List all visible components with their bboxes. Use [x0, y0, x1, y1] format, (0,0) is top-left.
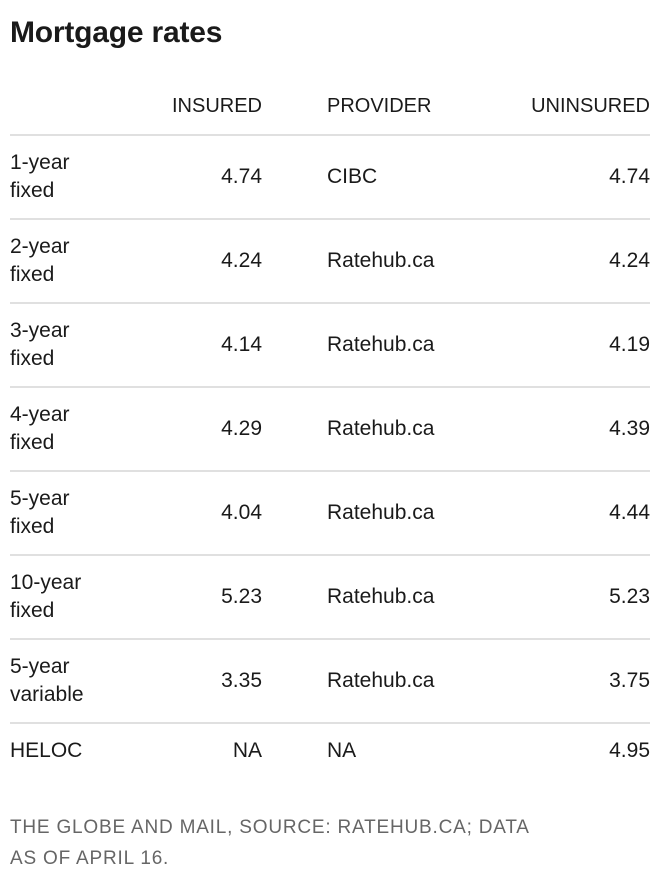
- term-line: fixed: [10, 599, 55, 622]
- table-row: HELOC NA NA 4.95: [10, 724, 650, 778]
- term-line: 3-year: [10, 319, 70, 342]
- insured-column-header: INSURED: [171, 95, 262, 117]
- provider-column-header: PROVIDER: [327, 95, 432, 117]
- uninsured-column-header: UNINSURED: [531, 95, 650, 117]
- term-line: fixed: [10, 515, 55, 538]
- term-line: fixed: [10, 347, 55, 370]
- provider-name: NA: [327, 739, 357, 762]
- insured-rate: 4.74: [221, 165, 262, 188]
- term-line: 4-year: [10, 403, 70, 426]
- term-cell: 1-year fixed: [10, 149, 125, 205]
- term-line: fixed: [10, 263, 55, 286]
- insured-rate: 4.29: [221, 417, 262, 440]
- source-credit-line: AS OF APRIL 16.: [10, 848, 170, 869]
- uninsured-rate: 4.74: [609, 165, 650, 188]
- term-line: 2-year: [10, 235, 70, 258]
- term-line: fixed: [10, 431, 55, 454]
- provider-name: Ratehub.ca: [327, 585, 435, 608]
- term-cell: HELOC: [10, 737, 125, 765]
- term-cell: 3-year fixed: [10, 317, 125, 373]
- table-body: 1-year fixed 4.74 CIBC 4.74 2-year fixed…: [10, 136, 650, 778]
- mortgage-rates-table: Mortgage rates INSURED PROVIDER UNINSURE…: [10, 16, 650, 874]
- insured-rate: 4.24: [221, 249, 262, 272]
- provider-name: Ratehub.ca: [327, 333, 435, 356]
- term-line: 5-year: [10, 655, 70, 678]
- term-line: HELOC: [10, 739, 83, 762]
- insured-rate: 5.23: [221, 585, 262, 608]
- table-row: 4-year fixed 4.29 Ratehub.ca 4.39: [10, 388, 650, 472]
- page-title: Mortgage rates: [10, 16, 223, 49]
- table-row: 3-year fixed 4.14 Ratehub.ca 4.19: [10, 304, 650, 388]
- table-row: 1-year fixed 4.74 CIBC 4.74: [10, 136, 650, 220]
- term-line: 10-year: [10, 571, 82, 594]
- term-cell: 2-year fixed: [10, 233, 125, 289]
- provider-name: Ratehub.ca: [327, 417, 435, 440]
- provider-name: Ratehub.ca: [327, 669, 435, 692]
- term-line: fixed: [10, 179, 55, 202]
- table-row: 5-year variable 3.35 Ratehub.ca 3.75: [10, 640, 650, 724]
- insured-rate: NA: [232, 739, 262, 762]
- term-column-header: [10, 94, 125, 118]
- provider-name: Ratehub.ca: [327, 249, 435, 272]
- table-row: 10-year fixed 5.23 Ratehub.ca 5.23: [10, 556, 650, 640]
- provider-name: Ratehub.ca: [327, 501, 435, 524]
- term-cell: 10-year fixed: [10, 569, 125, 625]
- table-row: 5-year fixed 4.04 Ratehub.ca 4.44: [10, 472, 650, 556]
- uninsured-rate: 4.95: [609, 739, 650, 762]
- term-cell: 4-year fixed: [10, 401, 125, 457]
- insured-rate: 4.14: [221, 333, 262, 356]
- term-line: variable: [10, 683, 84, 706]
- term-line: 5-year: [10, 487, 70, 510]
- uninsured-rate: 4.44: [609, 501, 650, 524]
- insured-rate: 4.04: [221, 501, 262, 524]
- source-credit: THE GLOBE AND MAIL, SOURCE: RATEHUB.CA; …: [10, 812, 650, 874]
- uninsured-rate: 3.75: [609, 669, 650, 692]
- source-credit-line: THE GLOBE AND MAIL, SOURCE: RATEHUB.CA; …: [10, 817, 530, 838]
- term-cell: 5-year variable: [10, 653, 125, 709]
- uninsured-rate: 4.39: [609, 417, 650, 440]
- uninsured-rate: 5.23: [609, 585, 650, 608]
- table-row: 2-year fixed 4.24 Ratehub.ca 4.24: [10, 220, 650, 304]
- table-header-row: INSURED PROVIDER UNINSURED: [10, 52, 650, 136]
- uninsured-rate: 4.19: [609, 333, 650, 356]
- provider-name: CIBC: [327, 165, 378, 188]
- term-line: 1-year: [10, 151, 70, 174]
- uninsured-rate: 4.24: [609, 249, 650, 272]
- insured-rate: 3.35: [221, 669, 262, 692]
- term-cell: 5-year fixed: [10, 485, 125, 541]
